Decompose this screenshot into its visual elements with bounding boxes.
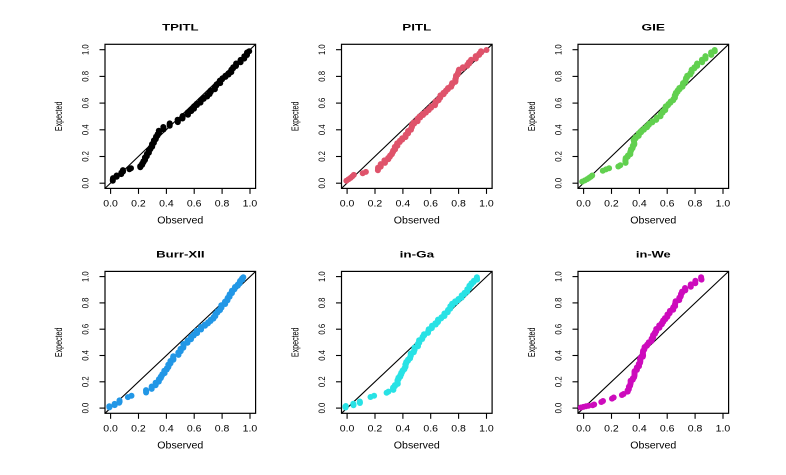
svg-text:1.0: 1.0 — [317, 271, 327, 282]
svg-text:Observed: Observed — [394, 441, 440, 452]
svg-text:1.0: 1.0 — [554, 271, 564, 282]
svg-text:0.8: 0.8 — [317, 298, 327, 309]
svg-text:0.2: 0.2 — [604, 424, 619, 434]
svg-text:0.6: 0.6 — [423, 199, 438, 209]
svg-text:Expected: Expected — [54, 328, 65, 358]
svg-text:0.2: 0.2 — [554, 376, 564, 387]
svg-text:TPITL: TPITL — [162, 22, 199, 33]
svg-text:Expected: Expected — [54, 102, 65, 132]
svg-text:1.0: 1.0 — [317, 44, 327, 55]
svg-text:1.0: 1.0 — [479, 424, 494, 434]
svg-text:0.4: 0.4 — [396, 199, 411, 209]
svg-text:1.0: 1.0 — [479, 199, 494, 209]
svg-text:Observed: Observed — [157, 441, 203, 452]
svg-text:Expected: Expected — [290, 102, 301, 132]
svg-text:0.6: 0.6 — [317, 324, 327, 335]
svg-text:in-Ga: in-Ga — [400, 249, 435, 260]
svg-text:0.4: 0.4 — [317, 350, 327, 361]
svg-text:0.6: 0.6 — [187, 424, 202, 434]
svg-text:0.0: 0.0 — [317, 178, 327, 189]
svg-text:0.4: 0.4 — [554, 350, 564, 361]
svg-text:0.4: 0.4 — [396, 424, 411, 434]
svg-text:0.0: 0.0 — [576, 424, 591, 434]
svg-text:0.8: 0.8 — [215, 424, 230, 434]
svg-text:0.4: 0.4 — [554, 124, 564, 135]
svg-text:1.0: 1.0 — [243, 424, 258, 434]
svg-text:1.0: 1.0 — [81, 271, 91, 282]
svg-text:0.8: 0.8 — [554, 71, 564, 82]
svg-text:0.6: 0.6 — [660, 424, 675, 434]
svg-text:Observed: Observed — [157, 216, 203, 227]
svg-text:0.8: 0.8 — [81, 298, 91, 309]
svg-text:0.2: 0.2 — [368, 199, 383, 209]
svg-text:Expected: Expected — [290, 328, 301, 358]
svg-text:0.8: 0.8 — [451, 199, 466, 209]
svg-text:0.6: 0.6 — [317, 98, 327, 109]
svg-text:Expected: Expected — [527, 102, 538, 132]
svg-text:0.0: 0.0 — [103, 424, 118, 434]
svg-text:0.2: 0.2 — [604, 199, 619, 209]
svg-text:in-We: in-We — [636, 249, 671, 260]
svg-text:0.4: 0.4 — [632, 199, 647, 209]
svg-text:0.6: 0.6 — [81, 324, 91, 335]
svg-text:0.2: 0.2 — [81, 151, 91, 162]
svg-text:1.0: 1.0 — [716, 424, 731, 434]
svg-text:Observed: Observed — [630, 216, 676, 227]
svg-text:PITL: PITL — [402, 22, 431, 33]
svg-text:0.8: 0.8 — [317, 71, 327, 82]
svg-text:0.6: 0.6 — [660, 199, 675, 209]
svg-text:0.6: 0.6 — [554, 324, 564, 335]
svg-text:0.2: 0.2 — [368, 424, 383, 434]
svg-text:0.0: 0.0 — [81, 403, 91, 414]
svg-text:0.8: 0.8 — [688, 199, 703, 209]
svg-text:0.0: 0.0 — [103, 199, 118, 209]
svg-text:0.0: 0.0 — [554, 178, 564, 189]
svg-text:Expected: Expected — [527, 328, 538, 358]
svg-text:0.8: 0.8 — [215, 199, 230, 209]
svg-text:0.2: 0.2 — [317, 376, 327, 387]
svg-text:0.6: 0.6 — [81, 98, 91, 109]
svg-text:0.2: 0.2 — [554, 151, 564, 162]
svg-text:0.2: 0.2 — [131, 424, 146, 434]
svg-text:0.8: 0.8 — [451, 424, 466, 434]
svg-text:0.0: 0.0 — [317, 403, 327, 414]
svg-text:0.0: 0.0 — [81, 178, 91, 189]
svg-text:1.0: 1.0 — [554, 44, 564, 55]
svg-text:Burr-XII: Burr-XII — [156, 249, 205, 260]
svg-text:0.6: 0.6 — [423, 424, 438, 434]
svg-text:1.0: 1.0 — [243, 199, 258, 209]
svg-text:1.0: 1.0 — [716, 199, 731, 209]
svg-text:0.8: 0.8 — [81, 71, 91, 82]
svg-text:0.6: 0.6 — [187, 199, 202, 209]
svg-text:1.0: 1.0 — [81, 44, 91, 55]
svg-text:0.8: 0.8 — [554, 298, 564, 309]
svg-text:0.0: 0.0 — [340, 199, 355, 209]
svg-text:0.4: 0.4 — [81, 124, 91, 135]
svg-text:Observed: Observed — [630, 441, 676, 452]
svg-text:0.4: 0.4 — [159, 199, 174, 209]
svg-text:GIE: GIE — [642, 22, 666, 33]
svg-text:0.2: 0.2 — [317, 151, 327, 162]
svg-text:0.2: 0.2 — [131, 199, 146, 209]
svg-text:0.4: 0.4 — [159, 424, 174, 434]
svg-text:0.4: 0.4 — [81, 350, 91, 361]
svg-text:Observed: Observed — [394, 216, 440, 227]
svg-text:0.8: 0.8 — [688, 424, 703, 434]
svg-text:0.2: 0.2 — [81, 376, 91, 387]
svg-text:0.6: 0.6 — [554, 98, 564, 109]
svg-text:0.0: 0.0 — [554, 403, 564, 414]
svg-text:0.4: 0.4 — [632, 424, 647, 434]
svg-text:0.4: 0.4 — [317, 124, 327, 135]
svg-text:0.0: 0.0 — [576, 199, 591, 209]
svg-text:0.0: 0.0 — [340, 424, 355, 434]
